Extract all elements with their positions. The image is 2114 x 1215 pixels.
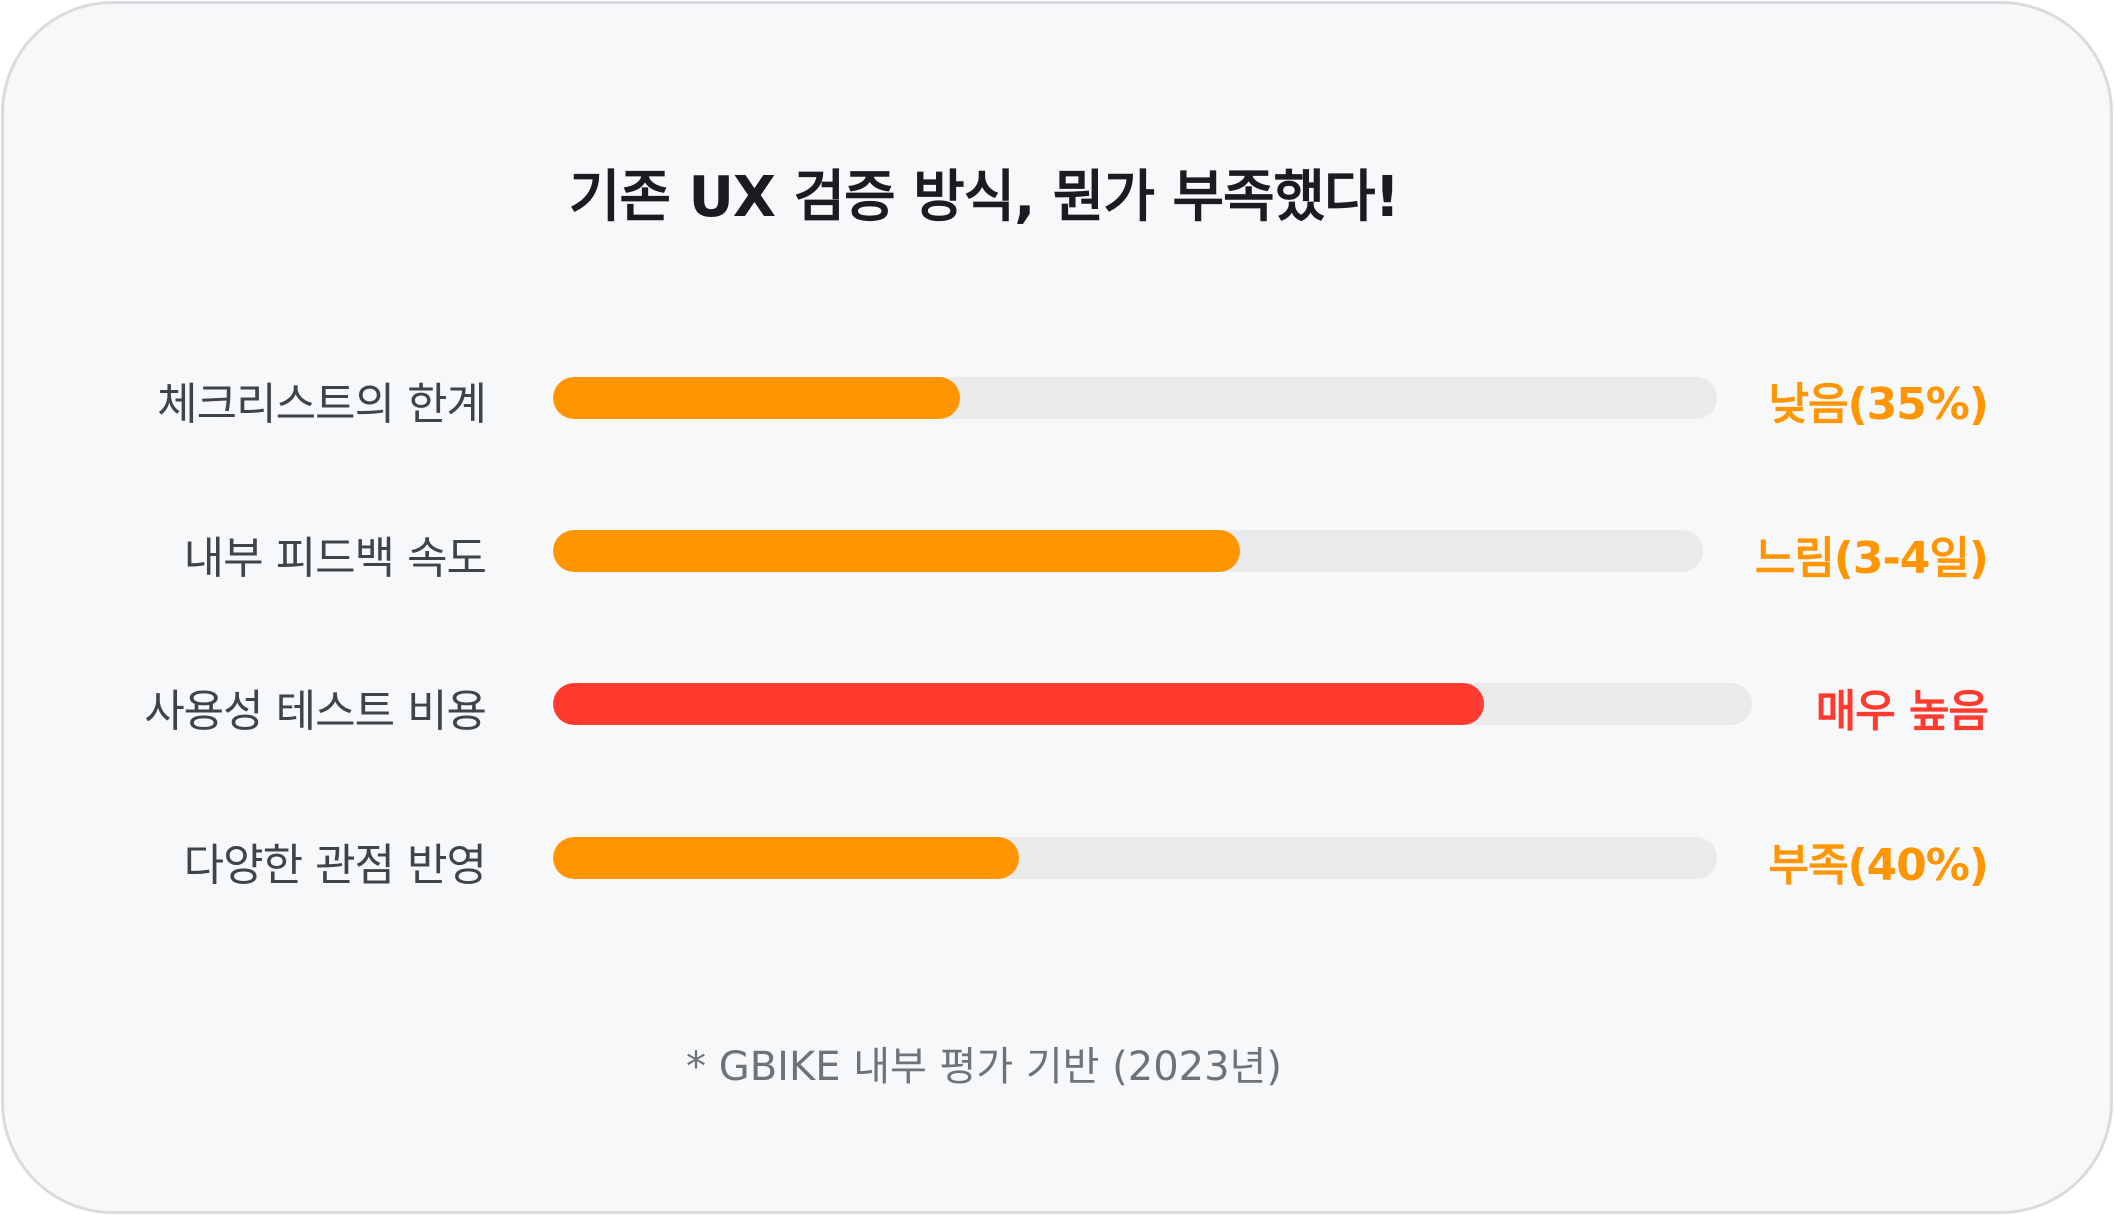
bar-track-1 — [553, 377, 1717, 419]
bar-track-4 — [553, 837, 1717, 879]
value-label-3: 매우 높음 — [1815, 686, 1989, 737]
category-label-1: 체크리스트의 한계 — [157, 379, 487, 430]
bar-fill-3 — [553, 683, 1484, 725]
category-label-3: 사용성 테스트 비용 — [144, 686, 487, 737]
footnote: * GBIKE 내부 평가 기반 (2023년) — [686, 1044, 1282, 1090]
bar-track-3 — [553, 683, 1752, 725]
bar-fill-1 — [553, 377, 960, 419]
value-label-1: 낮음(35%) — [1768, 379, 1989, 430]
category-label-2: 내부 피드백 속도 — [183, 533, 487, 584]
value-label-4: 부족(40%) — [1768, 840, 1989, 891]
bar-track-2 — [553, 530, 1703, 572]
value-label-2: 느림(3-4일) — [1754, 533, 1989, 584]
bar-fill-4 — [553, 837, 1019, 879]
category-label-4: 다양한 관점 반영 — [183, 840, 487, 891]
bar-fill-2 — [553, 530, 1240, 572]
chart-title: 기존 UX 검증 방식, 뭔가 부족했다! — [568, 165, 1400, 230]
